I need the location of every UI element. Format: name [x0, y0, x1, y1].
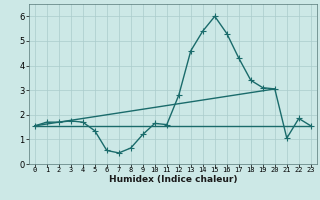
X-axis label: Humidex (Indice chaleur): Humidex (Indice chaleur)	[108, 175, 237, 184]
